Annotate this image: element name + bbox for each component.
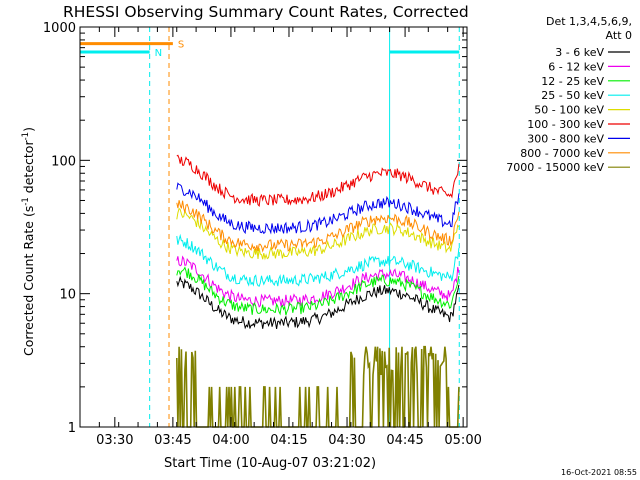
y-axis-label: Corrected Count Rate (s-1 detector-1): [21, 127, 36, 356]
y-label-part-2: detector: [21, 140, 36, 198]
legend-label-7: 800 - 7000 keV: [520, 147, 604, 160]
x-tick-label-04:15: 04:15: [270, 433, 307, 448]
y-label-part-3: ): [21, 127, 36, 132]
y-tick-label-100: 100: [51, 154, 76, 169]
legend-label-4: 50 - 100 keV: [534, 104, 604, 117]
x-tick-label-04:45: 04:45: [386, 433, 423, 448]
series-line-2: [176, 266, 460, 316]
series-6: [176, 182, 460, 235]
x-axis-label: Start Time (10-Aug-07 03:21:02): [164, 456, 376, 471]
series-3: [176, 233, 460, 287]
series-0: [176, 275, 460, 330]
series-4: [176, 207, 460, 261]
y-label-sup-1: -1: [21, 197, 31, 205]
series-line-7: [176, 200, 460, 253]
series-line-8: [176, 345, 460, 428]
legend-label-5: 100 - 300 keV: [527, 118, 604, 131]
series-8: [176, 345, 460, 428]
plot-border: [79, 26, 468, 428]
axis-ticks: 1 10 100 1000 03:30 03:45 04:00 04:15 04:30 04:45…: [43, 21, 482, 448]
legend-header-line-1: Det 1,3,4,5,6,9,: [546, 15, 632, 28]
legend-label-8: 7000 - 15000 keV: [506, 161, 604, 174]
y-tick-label-10: 10: [59, 288, 76, 303]
series-line-0: [176, 275, 460, 330]
series-2: [176, 266, 460, 316]
x-tick-label-04:00: 04:00: [212, 433, 249, 448]
chart-title: RHESSI Observing Summary Count Rates, Co…: [63, 3, 469, 21]
series-line-4: [176, 207, 460, 261]
y-tick-label-1: 1: [68, 421, 76, 436]
legend-label-6: 300 - 800 keV: [527, 132, 604, 145]
footer-timestamp: 16-Oct-2021 08:55: [561, 468, 637, 477]
x-tick-label-05:00: 05:00: [444, 433, 481, 448]
series-1: [176, 255, 460, 308]
series-line-3: [176, 233, 460, 287]
flag-label-S: S: [178, 40, 184, 51]
x-tick-label-03:30: 03:30: [96, 433, 133, 448]
y-tick-label-1000: 1000: [43, 21, 76, 36]
legend-label-1: 6 - 12 keV: [548, 60, 604, 73]
legend-label-0: 3 - 6 keV: [555, 46, 604, 59]
plot-frame: [79, 26, 468, 428]
plot-area: SN: [80, 27, 460, 428]
y-label-part-1: Corrected Count Rate (s: [21, 206, 36, 356]
series-7: [176, 200, 460, 253]
x-tick-label-03:45: 03:45: [154, 433, 191, 448]
series-5: [176, 154, 460, 208]
legend-label-3: 25 - 50 keV: [541, 89, 604, 102]
x-tick-label-04:30: 04:30: [328, 433, 365, 448]
series-line-6: [176, 182, 460, 235]
series-line-5: [176, 154, 460, 208]
flag-label-N: N: [155, 48, 162, 59]
legend-header-line-2: Att 0: [606, 29, 632, 42]
legend-label-2: 12 - 25 keV: [541, 75, 604, 88]
series-line-1: [176, 255, 460, 308]
y-label-sup-2: -1: [21, 132, 31, 140]
